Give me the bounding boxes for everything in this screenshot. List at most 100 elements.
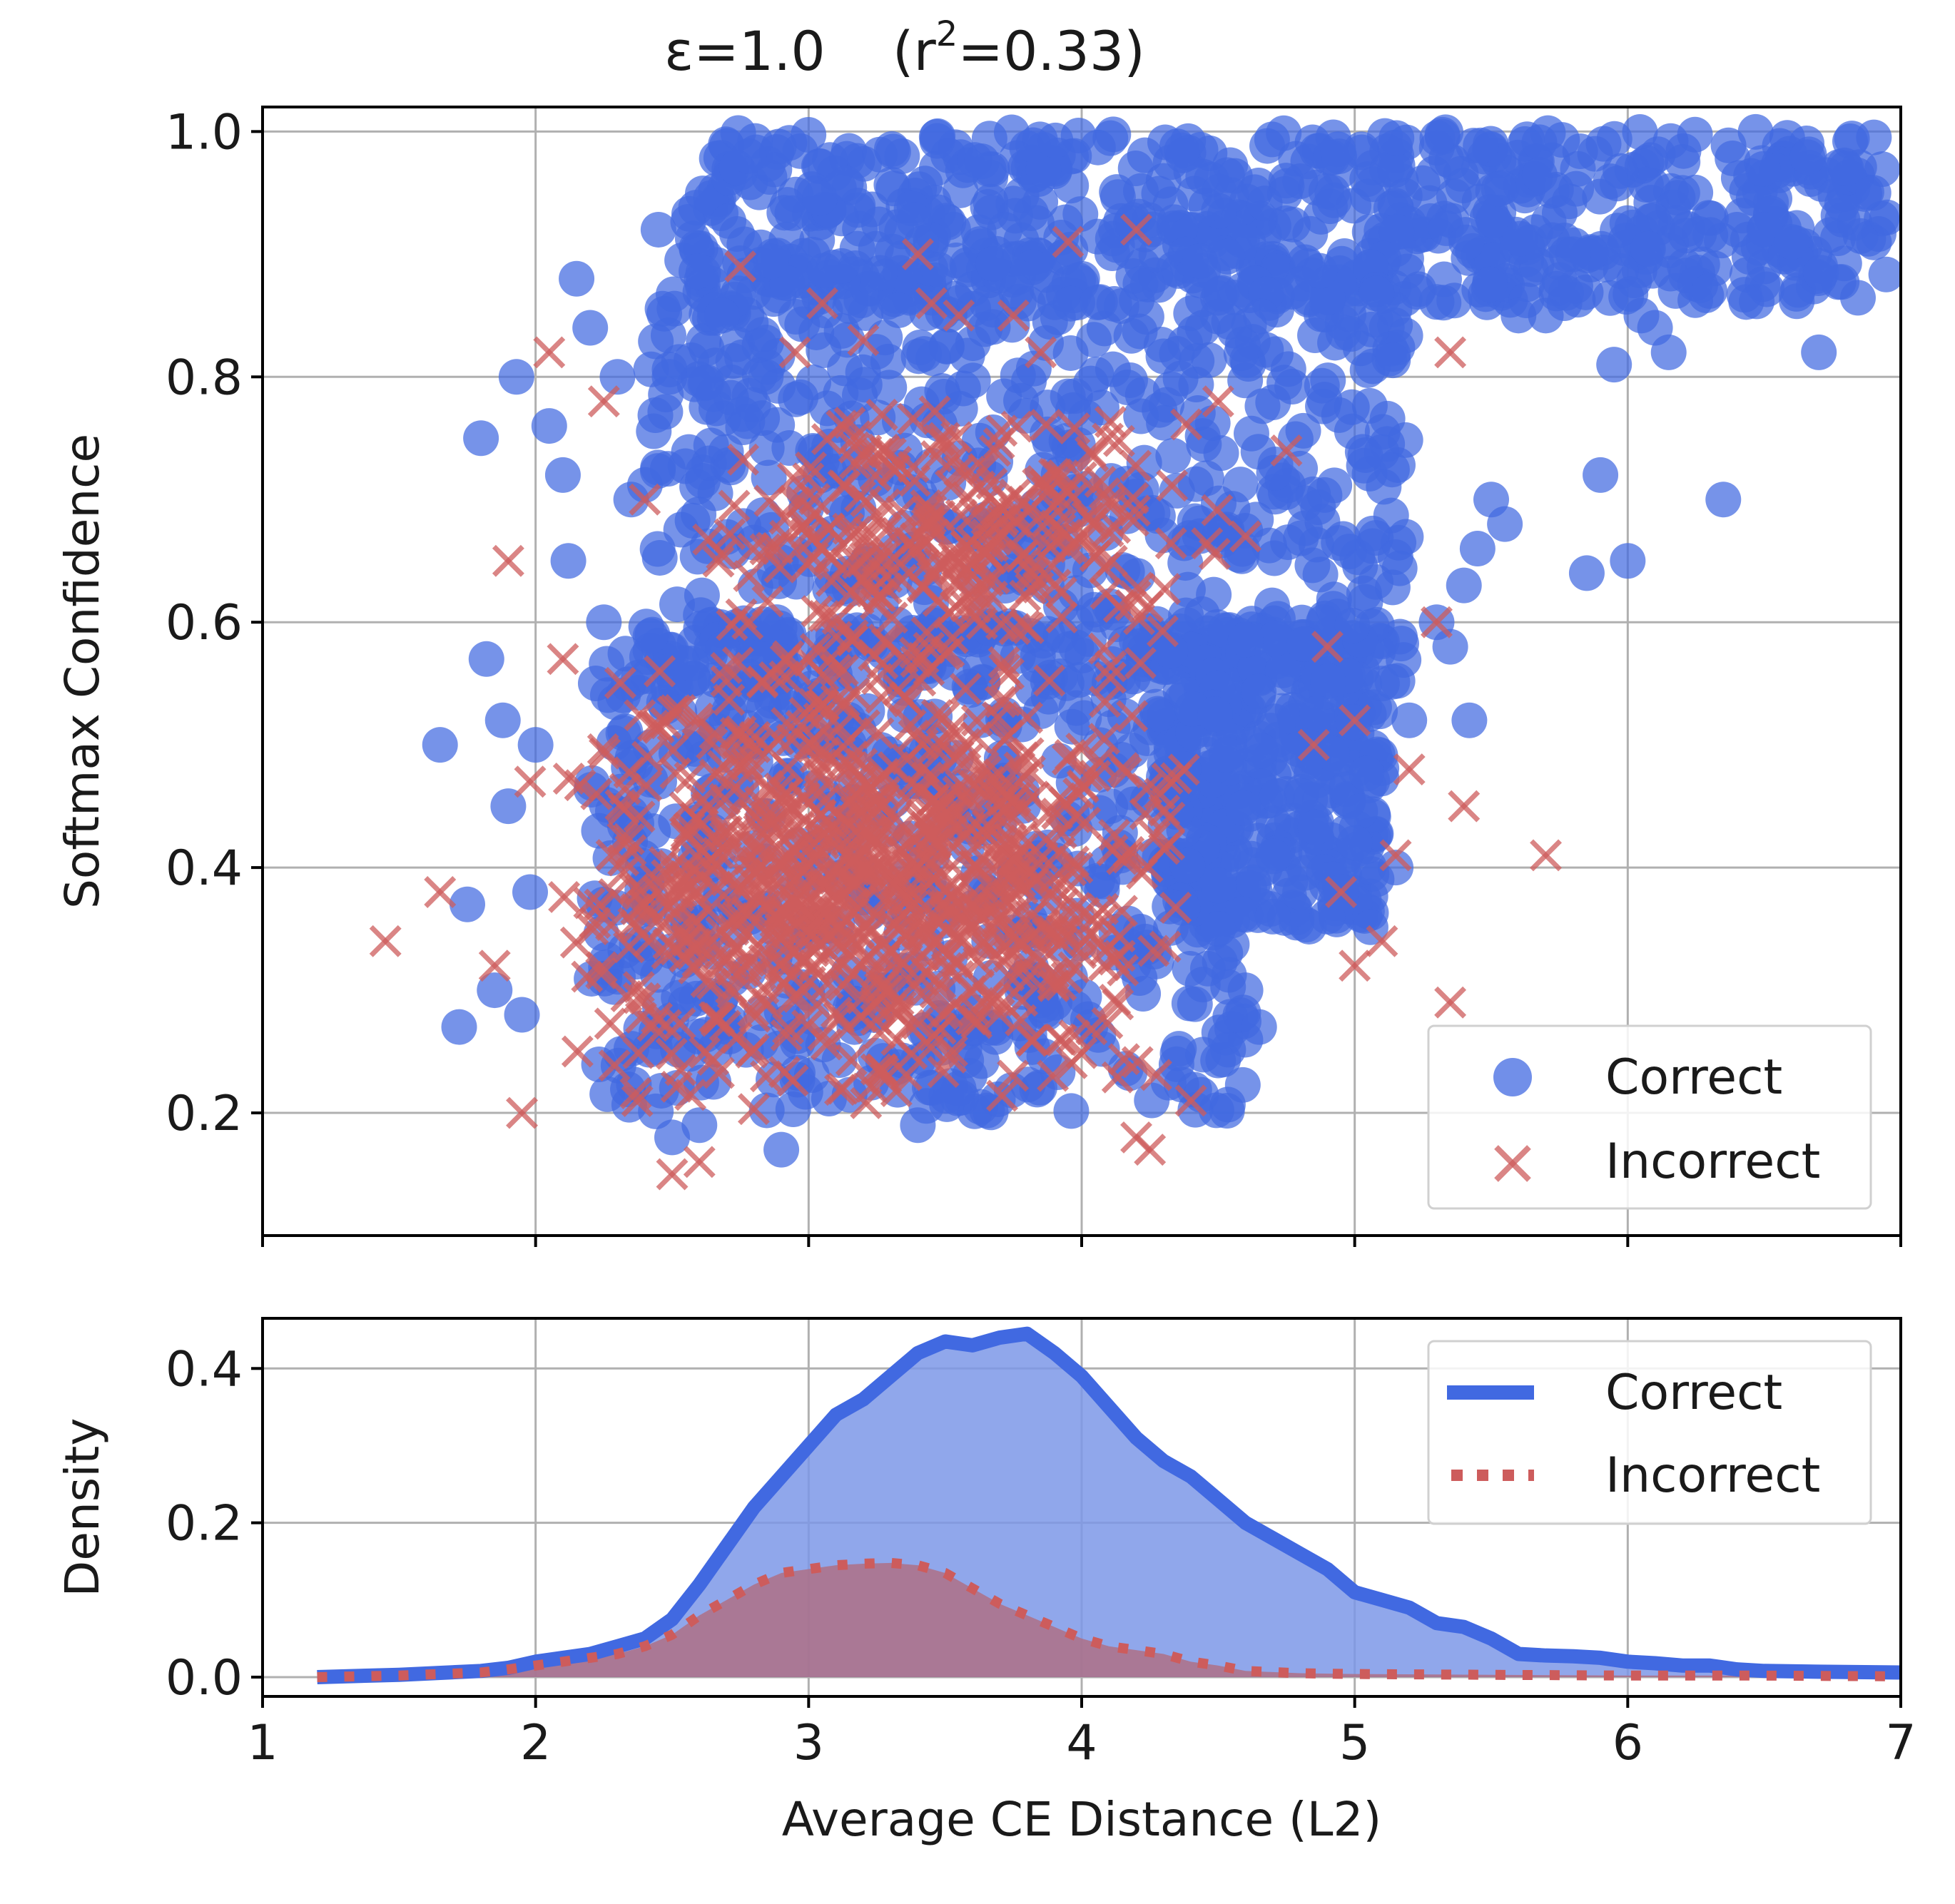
- correct-point: [955, 325, 991, 362]
- correct-point: [1152, 371, 1189, 407]
- correct-point: [1243, 298, 1279, 335]
- correct-point: [1182, 243, 1218, 280]
- scatter-panel: 0.2 0.4 0.6 0.8 1.0 Softmax Confidence Corre…: [55, 104, 1902, 1247]
- correct-point: [1745, 151, 1781, 187]
- correct-point: [572, 310, 609, 346]
- correct-point: [586, 604, 622, 641]
- correct-point: [468, 641, 504, 677]
- correct-point: [684, 577, 720, 614]
- correct-point: [955, 290, 992, 327]
- correct-point: [1200, 911, 1237, 947]
- correct-point: [1204, 275, 1240, 311]
- scatter-ytick-label: 0.8: [166, 350, 243, 406]
- correct-point: [862, 255, 898, 291]
- correct-point: [1155, 437, 1192, 474]
- correct-point: [718, 326, 755, 362]
- correct-point: [1471, 266, 1508, 302]
- incorrect-point: [492, 544, 524, 577]
- correct-point: [639, 453, 676, 489]
- correct-point: [1222, 467, 1259, 503]
- incorrect-point: [683, 1146, 716, 1178]
- correct-point: [1294, 547, 1331, 584]
- correct-point: [861, 206, 898, 243]
- correct-point: [1481, 170, 1517, 207]
- correct-point: [1585, 126, 1622, 162]
- correct-point: [1282, 163, 1319, 199]
- correct-point: [498, 359, 534, 395]
- correct-point: [1274, 368, 1311, 404]
- density-xtick-label: 6: [1613, 1715, 1643, 1771]
- correct-point: [679, 253, 715, 290]
- incorrect-point: [1393, 753, 1426, 786]
- correct-point: [1364, 666, 1400, 702]
- correct-point: [1297, 317, 1334, 354]
- correct-point: [1728, 284, 1764, 320]
- legend-incorrect-label: Incorrect: [1605, 1134, 1820, 1190]
- correct-point: [1801, 334, 1837, 370]
- correct-point: [1692, 217, 1729, 253]
- correct-point: [713, 449, 749, 486]
- density-xtick-label: 3: [793, 1715, 824, 1771]
- correct-point: [1254, 898, 1291, 935]
- correct-point: [1152, 186, 1189, 223]
- scatter-ytick-label: 1.0: [166, 104, 243, 161]
- legend-correct-circle-icon: [1493, 1058, 1532, 1096]
- correct-point: [1803, 255, 1839, 291]
- correct-point: [544, 457, 581, 493]
- correct-point: [1052, 335, 1089, 371]
- correct-point: [1349, 755, 1385, 792]
- correct-point: [618, 944, 654, 980]
- correct-point: [1062, 196, 1099, 233]
- correct-point: [748, 430, 785, 467]
- correct-point: [1037, 122, 1074, 158]
- incorrect-point: [533, 336, 566, 369]
- correct-point: [1521, 157, 1558, 193]
- correct-point: [589, 1076, 626, 1112]
- correct-point: [1173, 295, 1209, 332]
- correct-point: [943, 172, 979, 208]
- correct-point: [896, 202, 933, 238]
- density-xlabel: Average CE Distance (L2): [782, 1792, 1382, 1847]
- correct-point: [1705, 482, 1742, 518]
- correct-point: [748, 359, 784, 395]
- incorrect-point: [424, 876, 457, 908]
- scatter-points: [369, 113, 1901, 1191]
- correct-point: [1419, 120, 1456, 156]
- incorrect-point: [548, 880, 581, 913]
- correct-point: [1256, 540, 1292, 576]
- correct-point: [641, 539, 678, 576]
- correct-point: [1304, 367, 1340, 404]
- density-ytick-label: 0.2: [166, 1496, 243, 1552]
- correct-point: [1257, 336, 1294, 372]
- density-xticks: 1 2 3 4 5 6 7: [247, 1696, 1916, 1771]
- correct-point: [748, 325, 784, 361]
- incorrect-point: [1448, 790, 1481, 823]
- correct-point: [736, 633, 772, 669]
- correct-point: [1373, 497, 1409, 534]
- scatter-legend: Correct Incorrect: [1427, 1024, 1872, 1210]
- correct-point: [1351, 387, 1388, 424]
- correct-point: [1080, 284, 1116, 320]
- correct-point: [1197, 696, 1233, 733]
- correct-point: [681, 1107, 718, 1144]
- incorrect-point: [369, 925, 402, 957]
- correct-point: [731, 138, 767, 174]
- correct-point: [1657, 273, 1694, 309]
- correct-point: [1375, 342, 1411, 379]
- scatter-ytick-label: 0.2: [166, 1086, 243, 1142]
- scatter-ylabel: Softmax Confidence: [55, 434, 110, 909]
- correct-point: [1058, 629, 1095, 666]
- correct-point: [1227, 362, 1264, 399]
- correct-point: [1209, 238, 1246, 275]
- correct-point: [871, 370, 908, 406]
- correct-point: [1463, 127, 1499, 163]
- correct-point: [463, 420, 499, 457]
- correct-point: [1053, 1093, 1090, 1129]
- correct-point: [1789, 139, 1826, 175]
- correct-point: [1224, 327, 1261, 363]
- correct-point: [1184, 967, 1221, 1003]
- correct-point: [517, 727, 554, 763]
- correct-point: [1282, 450, 1319, 487]
- correct-point: [1426, 261, 1462, 297]
- correct-point: [1225, 790, 1261, 826]
